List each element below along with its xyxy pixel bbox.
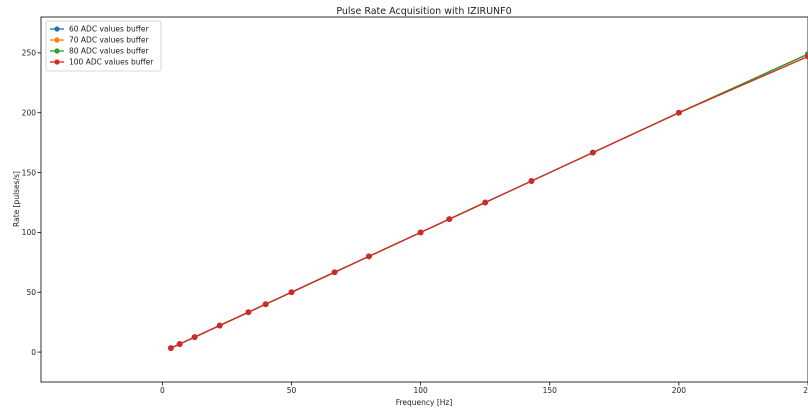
data-point (191, 334, 198, 341)
x-tick-label: 200 (672, 386, 687, 395)
y-tick-label: 100 (22, 228, 37, 237)
x-tick-label: 50 (287, 386, 297, 395)
x-tick-label: 100 (413, 386, 428, 395)
plot-frame (40, 16, 808, 383)
data-point (446, 216, 453, 223)
data-point (366, 253, 372, 260)
data-point (805, 53, 808, 60)
legend-entry: 60 ADC values buffer (69, 25, 150, 34)
data-point (288, 289, 295, 296)
y-tick-label: 50 (26, 288, 36, 297)
y-tick-label: 250 (22, 49, 37, 58)
y-axis-label: Rate [pulses/s] (12, 171, 21, 227)
legend-entry: 70 ADC values buffer (69, 36, 150, 45)
x-tick-label: 0 (160, 386, 165, 395)
data-point (482, 199, 489, 206)
data-point (216, 322, 223, 329)
data-point (675, 109, 682, 116)
data-point (417, 229, 424, 236)
plot-area: 05010015020025050100150200250 (22, 16, 808, 395)
legend-entry: 80 ADC values buffer (69, 47, 150, 56)
y-tick-label: 0 (31, 348, 36, 357)
series-line (170, 55, 808, 349)
legend-box (45, 20, 162, 72)
y-tick-label: 200 (22, 108, 37, 117)
chart-title: Pulse Rate Acquisition with IZIRUNF0 (336, 6, 511, 17)
legend-swatch-marker (54, 37, 60, 43)
data-point (331, 269, 338, 276)
x-axis-label: Frequency [Hz] (396, 398, 453, 407)
series-layer (167, 51, 808, 352)
data-point (176, 341, 183, 347)
data-point (245, 309, 252, 316)
data-point (167, 345, 174, 352)
data-point (528, 178, 535, 184)
x-tick-label: 150 (543, 386, 558, 395)
legend: 60 ADC values buffer 70 ADC values buffer… (45, 20, 162, 72)
y-tick-label: 150 (22, 168, 37, 177)
data-point (262, 301, 269, 308)
x-tick-label: 25 (803, 386, 808, 395)
legend-swatch-marker (54, 48, 60, 54)
legend-swatch-marker (54, 26, 60, 32)
legend-entry: 100 ADC values buffer (69, 58, 154, 67)
legend-swatch-marker (54, 59, 60, 65)
data-point (589, 149, 596, 156)
